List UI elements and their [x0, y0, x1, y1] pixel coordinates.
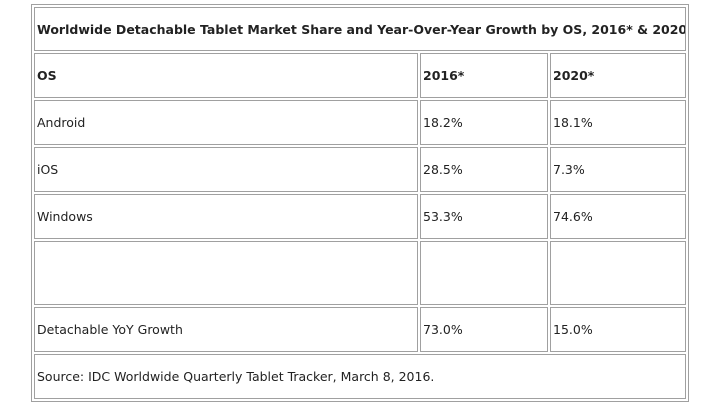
table-row: iOS 28.5% 7.3%: [34, 147, 687, 193]
os-cell: Windows: [34, 194, 418, 240]
blank-cell: [550, 241, 687, 305]
blank-cell: [420, 241, 548, 305]
header-2016: 2016*: [420, 53, 548, 99]
growth-label: Detachable YoY Growth: [34, 306, 418, 352]
table-row: Android 18.2% 18.1%: [34, 100, 687, 146]
share-2016-cell: 53.3%: [420, 194, 548, 240]
table-header-row: OS 2016* 2020*: [34, 53, 687, 99]
share-2020-cell: 7.3%: [550, 147, 687, 193]
table-row: Windows 53.3% 74.6%: [34, 194, 687, 240]
table-title: Worldwide Detachable Tablet Market Share…: [34, 7, 687, 52]
share-2016-cell: 18.2%: [420, 100, 548, 146]
blank-cell: [34, 241, 418, 305]
share-2020-cell: 74.6%: [550, 194, 687, 240]
table-title-row: Worldwide Detachable Tablet Market Share…: [34, 7, 687, 52]
header-2020: 2020*: [550, 53, 687, 99]
blank-row: [34, 241, 687, 305]
growth-2020-cell: 15.0%: [550, 306, 687, 352]
os-cell: Android: [34, 100, 418, 146]
source-row: Source: IDC Worldwide Quarterly Tablet T…: [34, 353, 687, 399]
market-share-table: Worldwide Detachable Tablet Market Share…: [31, 4, 690, 402]
share-2020-cell: 18.1%: [550, 100, 687, 146]
source-note: Source: IDC Worldwide Quarterly Tablet T…: [34, 353, 687, 399]
os-cell: iOS: [34, 147, 418, 193]
share-2016-cell: 28.5%: [420, 147, 548, 193]
growth-2016-cell: 73.0%: [420, 306, 548, 352]
header-os: OS: [34, 53, 418, 99]
growth-row: Detachable YoY Growth 73.0% 15.0%: [34, 306, 687, 352]
